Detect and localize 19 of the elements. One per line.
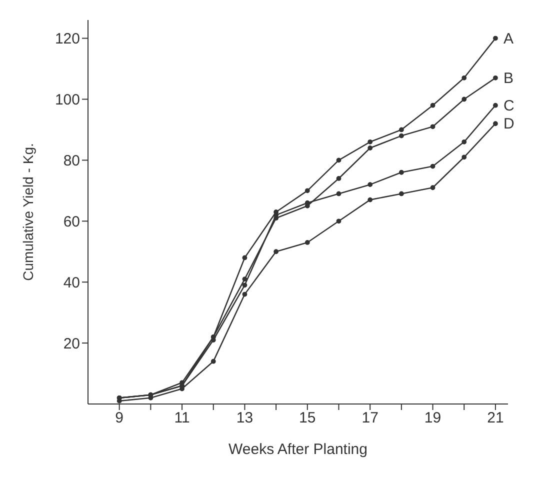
y-tick-label: 20 <box>63 335 80 352</box>
x-tick-label: 11 <box>174 410 190 427</box>
x-tick-label: 19 <box>424 410 442 427</box>
x-axis-title: Weeks After Planting <box>228 441 368 458</box>
y-tick-label: 40 <box>63 274 80 292</box>
x-tick-label: 13 <box>236 410 254 427</box>
y-tick-label: 100 <box>54 92 80 109</box>
y-tick-label: 60 <box>63 213 80 230</box>
series-label: D <box>503 116 514 133</box>
series-label: A <box>503 30 514 48</box>
x-tick-label: 17 <box>362 410 378 427</box>
series-label: C <box>503 97 514 114</box>
y-tick-label: 80 <box>63 152 80 170</box>
y-tick-label: 120 <box>54 30 80 48</box>
x-tick-label: 9 <box>115 410 124 427</box>
series-label: B <box>503 70 514 87</box>
y-axis-title: Cumulative Yield - Kg. <box>20 143 36 281</box>
x-tick-label: 21 <box>487 410 504 427</box>
x-tick-label: 15 <box>299 410 316 427</box>
